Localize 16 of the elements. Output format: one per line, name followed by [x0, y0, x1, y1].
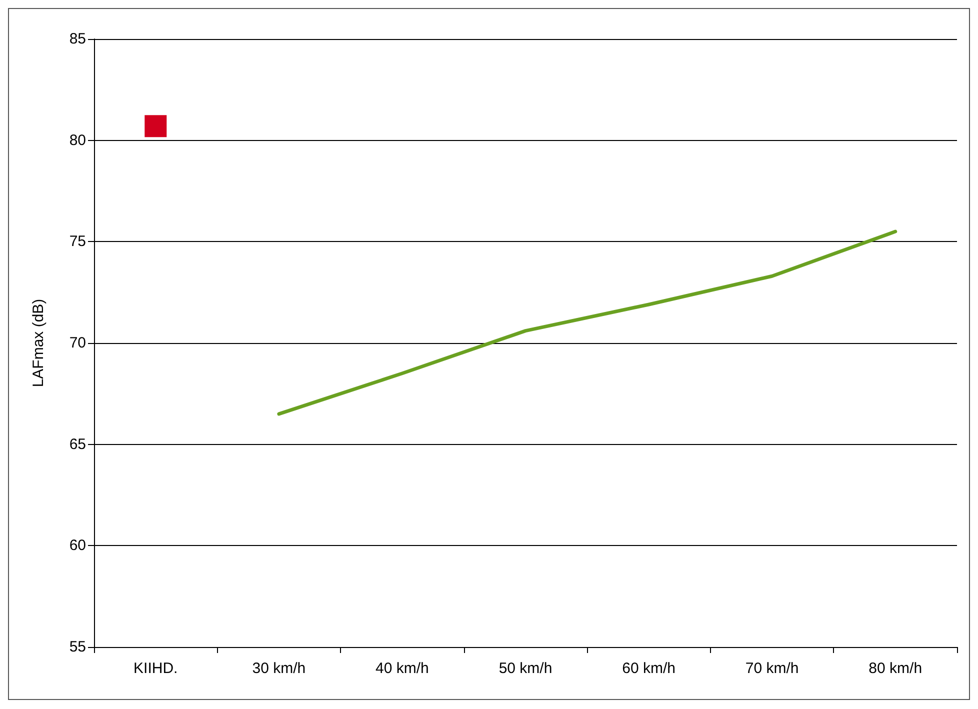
x-tick-label: 80 km/h: [868, 660, 922, 677]
line-series: [277, 230, 898, 416]
y-tick-label: 55: [69, 638, 86, 656]
x-tick-label: 70 km/h: [745, 660, 799, 677]
y-tick-label: 60: [69, 537, 86, 554]
y-tick-label: 65: [69, 436, 86, 453]
y-tick-label: 70: [69, 334, 86, 352]
x-tick-label: 40 km/h: [376, 660, 429, 677]
x-tick-label: 30 km/h: [252, 660, 306, 677]
x-tick-label: 50 km/h: [498, 660, 552, 677]
y-tick-label: 80: [69, 132, 86, 149]
y-tick-label: 85: [69, 30, 86, 48]
x-tick-label: 60 km/h: [622, 660, 676, 677]
y-tick-label: 75: [69, 233, 86, 250]
x-tick-label: KIIHD.: [134, 660, 178, 677]
y-axis-title: LAFmax (dB): [30, 298, 47, 388]
